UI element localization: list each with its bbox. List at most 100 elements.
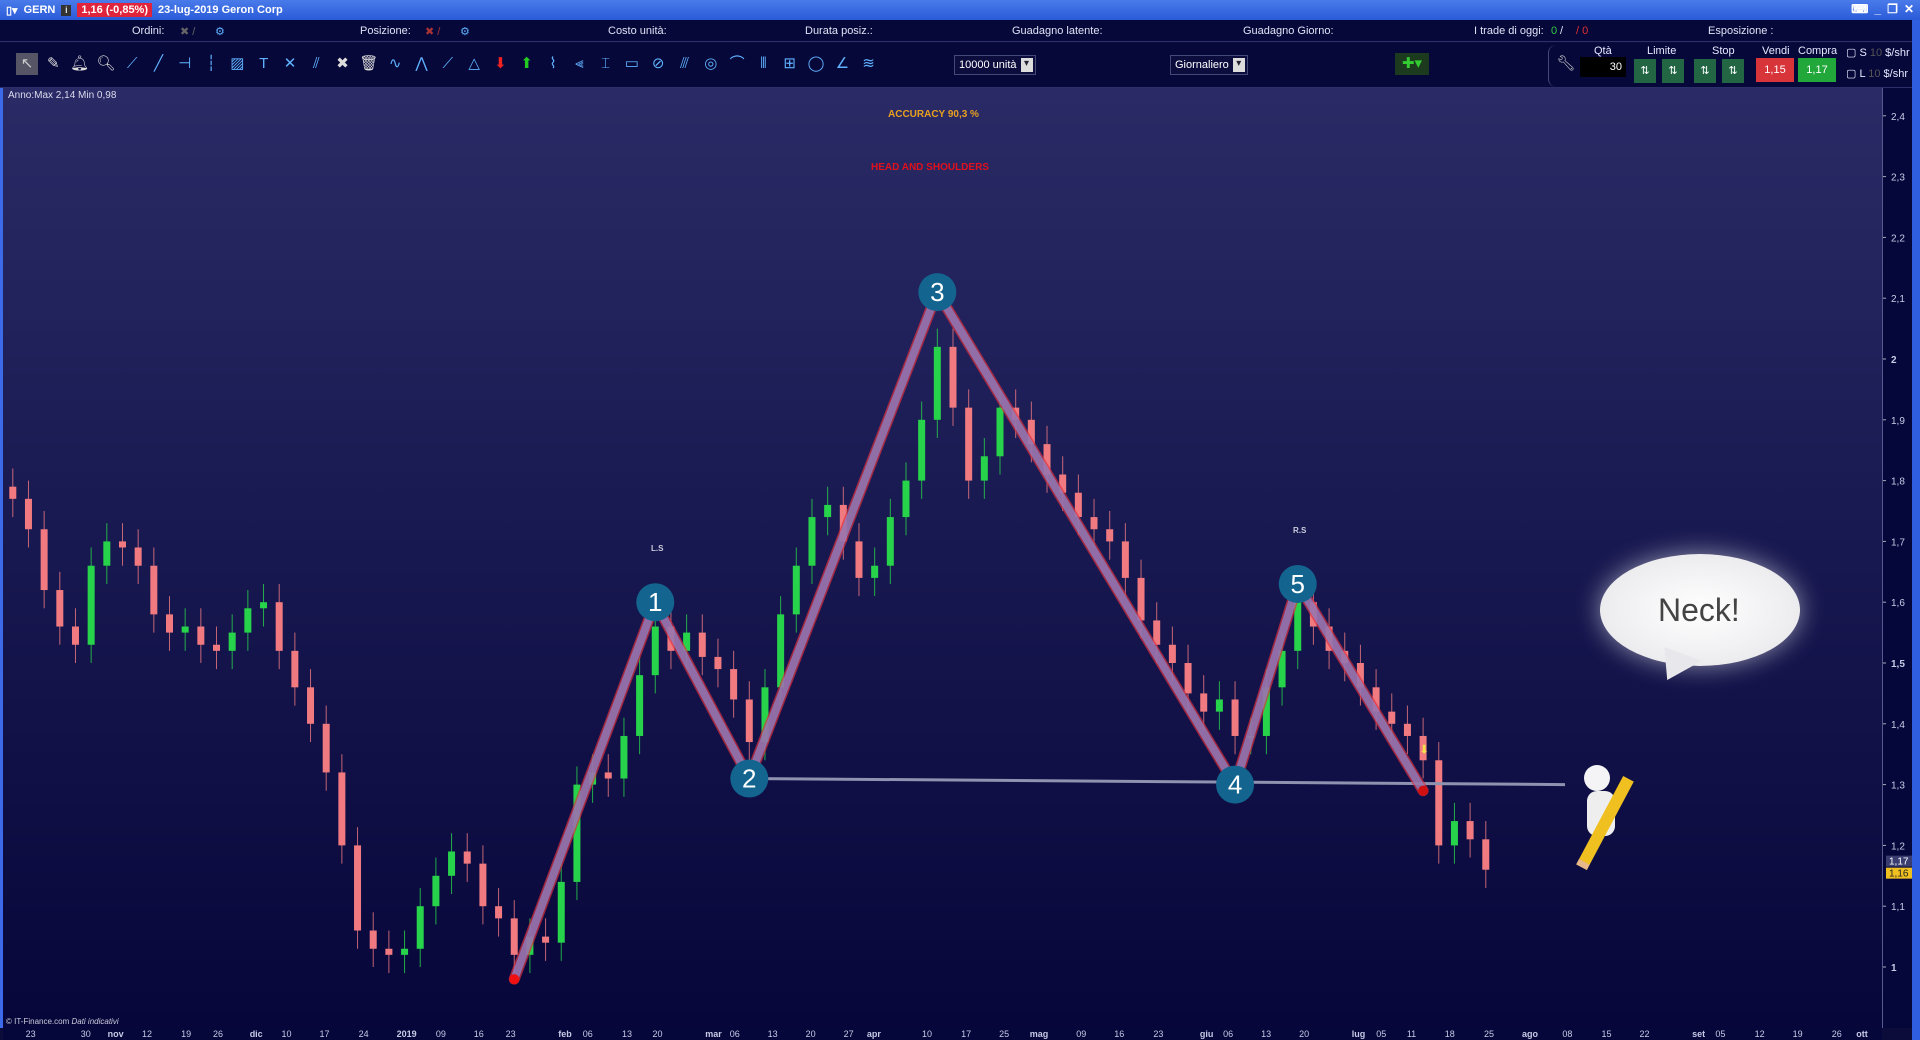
candle [918, 419, 926, 481]
spiral-icon[interactable]: ◎ [704, 55, 718, 72]
circle-icon[interactable]: ◯ [807, 55, 825, 72]
cycle-icon[interactable]: ⌇ [549, 55, 557, 72]
tools-icon[interactable]: ✖ [336, 55, 349, 72]
price-chart[interactable]: Anno:Max 2,14 Min 0,98 ACCURACY 90,3 % H… [0, 88, 1882, 1028]
candle [902, 480, 910, 518]
info-icon[interactable]: i [61, 4, 72, 16]
close-button[interactable]: ✕ [1903, 2, 1914, 16]
accuracy-label: ACCURACY 90,3 % [888, 109, 979, 120]
x-tick-label: 13 [1261, 1029, 1272, 1039]
s-value[interactable]: 10 [1869, 47, 1883, 59]
regression-icon[interactable]: ⫻ [680, 55, 689, 72]
orders-cancel-icon[interactable]: ✖ / [180, 26, 196, 38]
vline-icon[interactable]: ┆ [206, 55, 216, 72]
candle [385, 948, 393, 955]
stop-label: Stop [1712, 45, 1735, 57]
triangle-icon[interactable]: △ [468, 55, 480, 72]
candle [181, 626, 189, 633]
buy-button[interactable]: 1,17 [1798, 58, 1836, 82]
candle [620, 735, 628, 779]
x-tick-label: 2019 [396, 1029, 417, 1039]
candle [463, 851, 471, 864]
chart-type-icon[interactable]: ▯▾ [6, 4, 18, 17]
segment-icon[interactable]: ⟋ [126, 55, 138, 72]
l-value[interactable]: 10 [1868, 68, 1881, 80]
candle [1372, 687, 1380, 712]
pitchfork-icon[interactable]: ⫷ [575, 55, 584, 72]
pattern-icon[interactable]: ⋀ [415, 55, 428, 72]
parallel-icon[interactable]: ⫽ [312, 55, 320, 72]
qty-input[interactable]: 30 [1580, 57, 1626, 77]
candle [730, 669, 738, 700]
line-icon[interactable]: ╱ [153, 55, 164, 72]
x-tick-label: 06 [729, 1029, 740, 1039]
x-tick-label: 17 [961, 1029, 972, 1039]
window-border [1912, 20, 1920, 1040]
pattern-leg [1293, 579, 1428, 795]
trades-win: 0 [1551, 25, 1558, 37]
position-settings-icon[interactable]: ⚙ [460, 26, 470, 38]
fib-icon[interactable]: ▨ [230, 55, 245, 72]
indicator-icon[interactable]: ✚▾ [1395, 53, 1429, 75]
x-tick-label: 18 [1444, 1029, 1455, 1039]
candle [1215, 699, 1223, 712]
period-select[interactable]: Giornaliero [1170, 55, 1248, 75]
minimize-button[interactable]: _ [1874, 2, 1882, 16]
l-checkbox[interactable]: ▢ L 10 $/shr [1846, 68, 1909, 80]
x-tick-label: 30 [80, 1029, 91, 1039]
eraser-icon[interactable]: ✎ [47, 55, 60, 72]
wave-icon[interactable]: ≋ [862, 55, 875, 72]
candle [698, 632, 706, 657]
x-tick-label: dic [249, 1029, 263, 1039]
orders-settings-icon[interactable]: ⚙ [215, 26, 225, 38]
keyboard-icon[interactable]: ⌨ [1851, 2, 1869, 16]
trash-icon[interactable]: 🗑︎ [359, 55, 379, 72]
limit-buy-button[interactable]: ⇅ [1634, 59, 1656, 83]
angle-icon[interactable]: ∠ [835, 55, 850, 72]
channel-icon[interactable]: ⌶ [601, 55, 611, 72]
copyright: © IT-Finance.com Dati indicativi [6, 1017, 119, 1026]
x-tick-label: 23 [1153, 1029, 1164, 1039]
arc-icon[interactable]: ⌒ [729, 55, 745, 72]
zigzag-icon[interactable]: ∿ [388, 55, 402, 72]
x-tick-label: 06 [582, 1029, 593, 1039]
candle [322, 723, 330, 773]
candle [1043, 444, 1051, 475]
stop-sell-button[interactable]: ⇅ [1722, 59, 1744, 83]
price-tag-label: 1,17 [1889, 857, 1909, 868]
position-cancel-icon[interactable]: ✖ / [425, 26, 441, 38]
bell-icon[interactable]: 🔔︎ [70, 55, 90, 72]
buy-arrow-icon[interactable]: ⬆ [520, 55, 533, 72]
sell-arrow-icon[interactable]: ⬇ [494, 55, 507, 72]
candle [150, 565, 158, 615]
limit-sell-button[interactable]: ⇅ [1662, 59, 1684, 83]
x-tick-label: 22 [1639, 1029, 1650, 1039]
candle [307, 687, 315, 724]
ellipse-icon[interactable]: ⊘ [651, 55, 665, 72]
candle [1435, 760, 1443, 846]
qty-label: Qtà [1594, 45, 1612, 57]
units-select[interactable]: 10000 unità [954, 55, 1036, 75]
fan-icon[interactable]: ⟋ [442, 55, 454, 72]
text-icon[interactable]: T [259, 55, 269, 72]
stop-buy-button[interactable]: ⇅ [1694, 59, 1716, 83]
breakout-dot [1418, 785, 1429, 796]
neckline [749, 777, 1566, 787]
hline-icon[interactable]: ⊣ [178, 55, 192, 72]
grid-icon[interactable]: ⦀ [760, 55, 767, 72]
x-tick-label: 16 [1114, 1029, 1125, 1039]
gann-icon[interactable]: ⊞ [783, 55, 796, 72]
cross-icon[interactable]: ✕ [283, 55, 297, 72]
sell-button[interactable]: 1,15 [1756, 58, 1794, 82]
rectangle-icon[interactable]: ▭ [624, 55, 639, 72]
candle [291, 650, 299, 688]
candle [118, 541, 126, 548]
cursor-icon[interactable]: ↖ [16, 53, 38, 75]
x-tick-label: 05 [1715, 1029, 1726, 1039]
symbol[interactable]: GERN [23, 4, 56, 16]
s-checkbox[interactable]: ▢ S 10 $/shr [1846, 47, 1910, 59]
restore-button[interactable]: ❐ [1887, 2, 1898, 16]
pattern-point-marker [1278, 564, 1317, 603]
wrench-icon[interactable]: 🔧︎ [1556, 55, 1576, 72]
zoom-icon[interactable]: 🔍︎ [96, 55, 116, 72]
